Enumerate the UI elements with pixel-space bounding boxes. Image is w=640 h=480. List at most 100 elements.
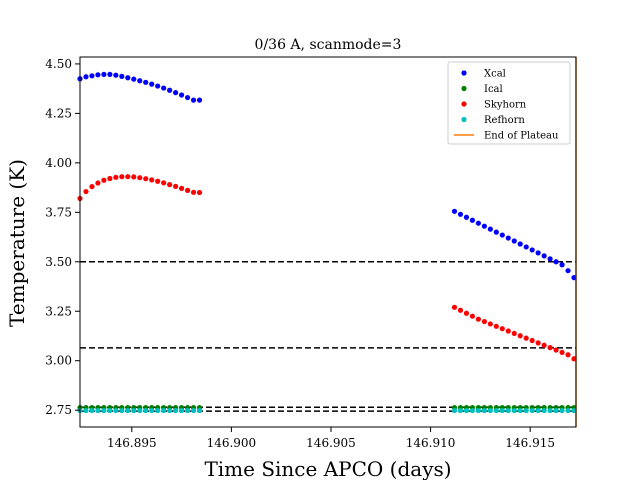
data-point <box>184 94 191 101</box>
y-tick-label: 4.00 <box>45 156 72 170</box>
data-point <box>463 214 470 220</box>
data-point <box>167 407 173 414</box>
data-point <box>481 223 487 229</box>
data-point <box>499 407 505 414</box>
x-tick-label: 146.915 <box>505 436 555 450</box>
y-tick-label: 4.25 <box>45 106 72 120</box>
data-point <box>529 407 535 414</box>
data-point <box>487 407 493 414</box>
y-tick-label: 3.00 <box>45 354 72 368</box>
y-tick-label: 3.25 <box>45 304 72 318</box>
data-point <box>131 174 137 180</box>
x-tick-label: 146.910 <box>406 436 456 450</box>
data-point <box>107 175 113 182</box>
data-point <box>149 407 155 414</box>
data-point <box>463 310 470 316</box>
data-point <box>161 180 167 186</box>
data-point <box>178 92 185 98</box>
data-points <box>77 71 577 414</box>
y-tick-label: 2.75 <box>45 403 72 417</box>
legend-marker <box>461 70 467 76</box>
data-point <box>463 407 470 414</box>
data-point <box>559 349 565 356</box>
y-axis-ticks: 2.75 3.00 3.25 3.50 3.75 4.00 4.25 4.50 <box>45 57 80 417</box>
legend-label: Xcal <box>484 69 506 80</box>
data-point <box>469 407 476 414</box>
legend-box <box>447 61 571 145</box>
data-point <box>178 185 185 191</box>
data-point <box>565 268 571 274</box>
chart-title: 0/36 A, scanmode=3 <box>255 37 402 53</box>
data-point <box>559 407 565 414</box>
data-point <box>517 407 523 414</box>
data-point <box>196 407 203 414</box>
data-point <box>451 407 458 414</box>
data-point <box>493 323 499 329</box>
data-point <box>89 183 95 190</box>
data-point <box>184 407 191 414</box>
data-point <box>95 407 101 414</box>
data-point <box>119 73 125 79</box>
data-point <box>553 407 559 414</box>
x-tick-label: 146.905 <box>306 436 356 450</box>
data-point <box>511 238 517 244</box>
data-point <box>541 407 547 414</box>
data-point <box>149 177 155 183</box>
data-point <box>149 81 155 87</box>
data-point <box>517 333 523 339</box>
data-point <box>119 174 125 180</box>
data-point <box>505 407 511 414</box>
y-tick-label: 3.50 <box>45 255 72 269</box>
data-point <box>143 407 149 414</box>
data-point <box>523 407 529 414</box>
data-point <box>535 250 541 256</box>
legend: Xcal Ical Skyhorn Refhorn End of Plateau <box>447 61 571 145</box>
data-point <box>155 178 161 184</box>
data-point <box>83 407 89 414</box>
data-point <box>475 220 481 226</box>
data-point <box>487 226 493 232</box>
data-point <box>137 78 143 84</box>
data-point <box>161 85 167 91</box>
data-point <box>559 262 565 268</box>
data-point <box>184 187 191 193</box>
data-point <box>481 318 487 325</box>
plot-area-border <box>79 56 577 428</box>
data-point <box>547 345 553 351</box>
data-point <box>517 241 523 247</box>
data-point <box>95 72 101 78</box>
x-tick-label: 146.895 <box>107 436 157 450</box>
data-point <box>511 407 517 414</box>
legend-label: Skyhorn <box>484 100 527 111</box>
data-point <box>457 407 464 414</box>
data-point <box>155 83 161 89</box>
data-point <box>553 347 559 353</box>
data-point <box>535 407 541 414</box>
legend-marker <box>461 116 467 123</box>
data-point <box>196 97 203 103</box>
data-point <box>137 407 143 414</box>
data-point <box>113 407 119 414</box>
data-point <box>173 407 179 414</box>
data-point <box>523 335 529 341</box>
y-axis-title: Temperature (K) <box>5 159 29 327</box>
x-tick-label: 146.900 <box>207 436 257 450</box>
y-tick-label: 4.50 <box>45 57 72 71</box>
y-tick-label: 3.75 <box>45 205 72 219</box>
data-point <box>178 407 185 414</box>
legend-marker <box>461 101 467 107</box>
data-point <box>487 321 493 327</box>
data-point <box>541 253 547 259</box>
data-point <box>190 407 197 414</box>
data-point <box>505 328 511 334</box>
x-axis-ticks: 146.895 146.900 146.905 146.910 146.915 <box>107 427 555 450</box>
data-point <box>161 407 167 414</box>
data-point <box>101 71 107 78</box>
data-point <box>565 352 571 358</box>
data-point <box>547 256 553 262</box>
reference-lines <box>80 261 576 412</box>
data-point <box>499 326 505 332</box>
data-point <box>493 407 499 414</box>
data-point <box>511 330 517 337</box>
data-point <box>125 75 131 81</box>
